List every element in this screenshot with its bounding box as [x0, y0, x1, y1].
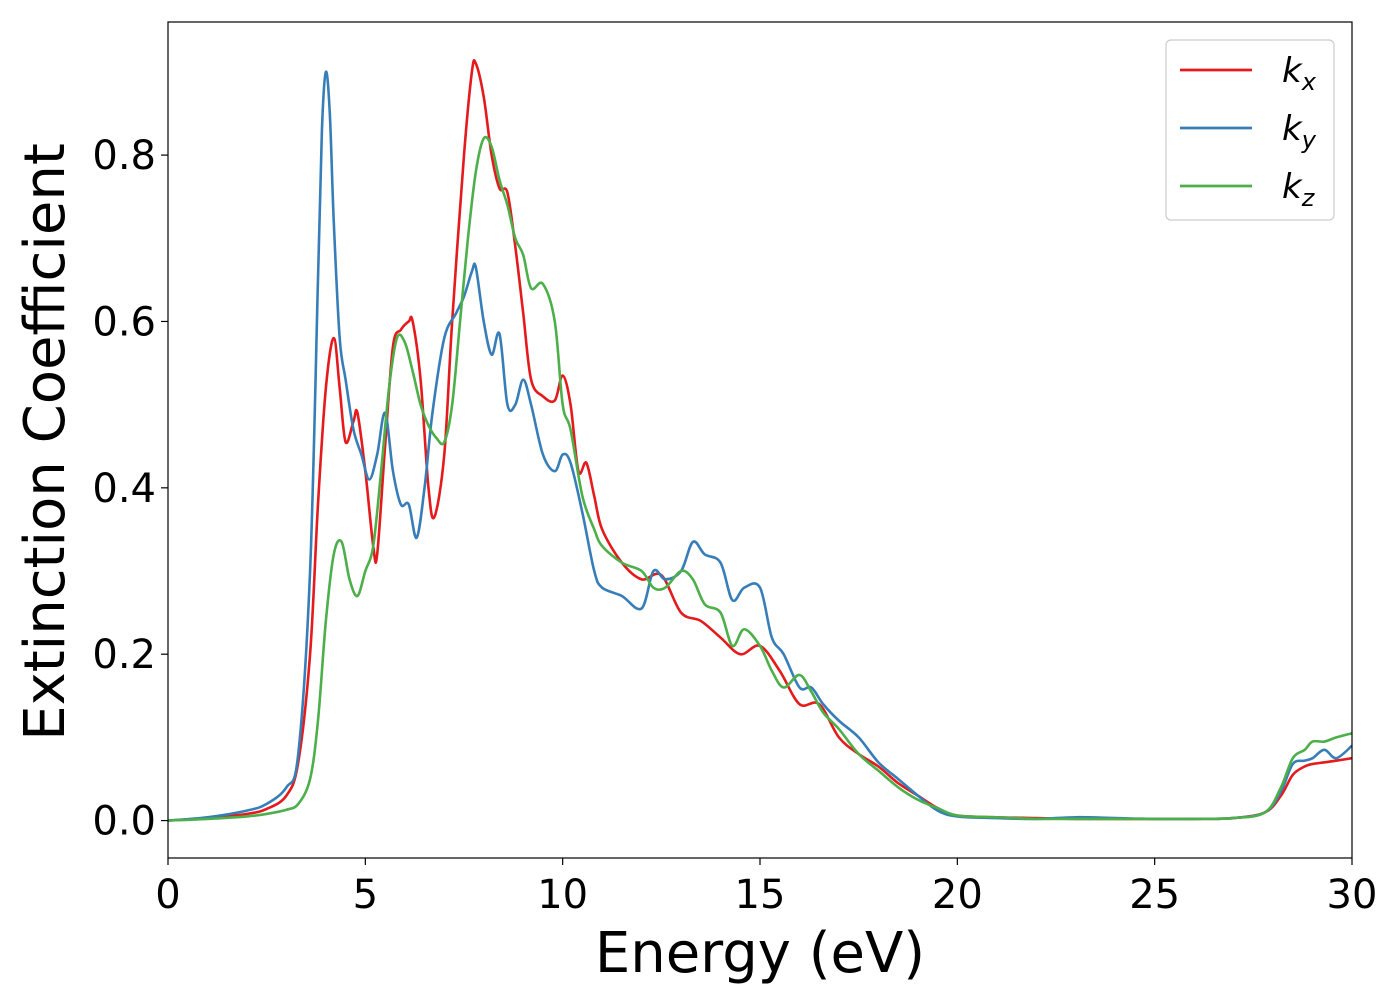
y-axis-ticks: 0.0 0.2 0.4 0.6 0.8 [92, 133, 168, 845]
x-tick-label: 20 [932, 872, 983, 918]
x-tick-label: 5 [353, 872, 378, 918]
series-line-z [168, 135, 1352, 822]
legend-box [1165, 39, 1335, 221]
y-axis-title: Extinction Coefficient [13, 143, 78, 741]
y-tick-label: 0.4 [92, 466, 156, 512]
x-axis-title: Energy (eV) [595, 921, 925, 986]
x-tick-label: 15 [735, 872, 786, 918]
x-tick-label: 0 [155, 872, 180, 918]
y-tick-label: 0.0 [92, 799, 156, 845]
x-tick-label: 10 [537, 872, 588, 918]
plot-lines [168, 59, 1352, 822]
x-axis-ticks: 0 5 10 15 20 25 30 [155, 858, 1377, 918]
x-tick-label: 30 [1327, 872, 1378, 918]
legend-label-x: kx [1282, 51, 1317, 96]
legend-label-y: ky [1282, 109, 1317, 154]
x-tick-label: 25 [1129, 872, 1180, 918]
y-tick-label: 0.2 [92, 632, 156, 678]
y-tick-label: 0.8 [92, 133, 156, 179]
y-tick-label: 0.6 [92, 299, 156, 345]
